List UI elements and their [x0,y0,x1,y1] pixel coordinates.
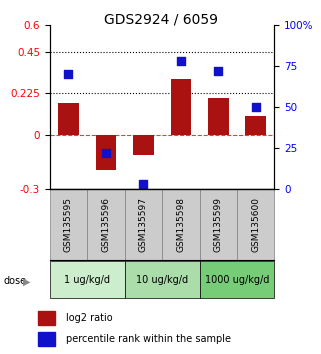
Bar [50,189,87,260]
Text: 1000 ug/kg/d: 1000 ug/kg/d [205,275,269,285]
Text: GSM135600: GSM135600 [251,197,260,252]
Text: GSM135598: GSM135598 [176,197,185,252]
Text: GSM135597: GSM135597 [139,197,148,252]
Bar [125,261,200,298]
Point [103,150,108,156]
Bar [200,189,237,260]
Bar [38,312,55,325]
Text: ▶: ▶ [23,276,30,286]
Point [66,72,71,77]
Bar [58,103,79,135]
Text: GSM135596: GSM135596 [101,197,110,252]
Bar [133,135,154,155]
Text: log2 ratio: log2 ratio [66,313,113,323]
Bar [208,98,229,135]
Point [216,68,221,74]
Text: GDS2924 / 6059: GDS2924 / 6059 [103,12,218,27]
Text: GSM135595: GSM135595 [64,197,73,252]
Bar [38,332,55,346]
Bar [170,79,191,135]
Bar [200,261,274,298]
Point [178,58,183,64]
Bar [96,135,116,170]
Text: 10 ug/kg/d: 10 ug/kg/d [136,275,188,285]
Bar [125,189,162,260]
Bar [246,116,266,135]
Bar [162,189,200,260]
Point [253,104,258,110]
Bar [237,189,274,260]
Text: dose: dose [3,276,26,286]
Bar [87,189,125,260]
Text: GSM135599: GSM135599 [214,197,223,252]
Point [141,182,146,187]
Text: percentile rank within the sample: percentile rank within the sample [66,334,231,344]
Text: 1 ug/kg/d: 1 ug/kg/d [64,275,110,285]
Bar [50,261,125,298]
